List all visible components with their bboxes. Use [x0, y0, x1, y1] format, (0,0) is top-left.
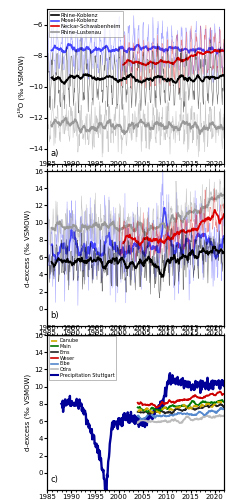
Legend: Rhine-Koblenz, Mosel-Koblenz, Neckar-Schwabenheim, Rhine-Lustenau: Rhine-Koblenz, Mosel-Koblenz, Neckar-Sch…: [49, 10, 123, 37]
Y-axis label: d-excess (‰ VSMOW): d-excess (‰ VSMOW): [25, 210, 31, 287]
Text: a): a): [50, 149, 59, 158]
Y-axis label: δ¹⁸O (‰ VSMOW): δ¹⁸O (‰ VSMOW): [18, 56, 25, 118]
Legend: Danube, Main, Ems, Weser, Elbe, Odra, Precipitation Stuttgart: Danube, Main, Ems, Weser, Elbe, Odra, Pr…: [48, 336, 116, 380]
Y-axis label: d-excess (‰ VSMOW): d-excess (‰ VSMOW): [25, 374, 31, 451]
Text: c): c): [50, 475, 58, 484]
Text: b): b): [50, 311, 59, 320]
